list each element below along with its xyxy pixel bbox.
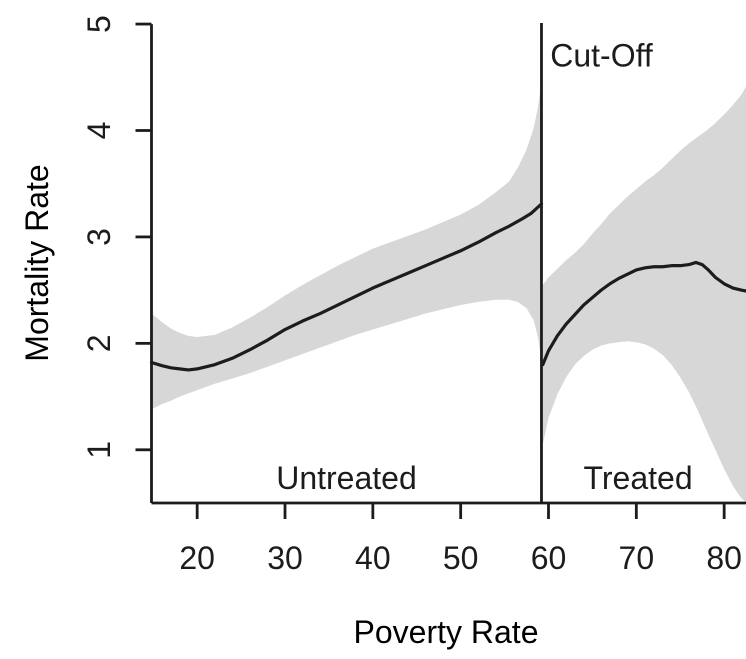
y-axis-title: Mortality Rate (19, 164, 55, 361)
x-tick-label: 70 (619, 540, 655, 576)
y-tick-label: 4 (81, 122, 117, 140)
confidence-bands (151, 82, 746, 503)
y-axis: 1 2 3 4 5 (81, 15, 153, 503)
untreated-fit (149, 202, 544, 372)
x-tick-label: 50 (443, 540, 479, 576)
y-tick-label: 5 (81, 15, 117, 33)
x-axis-title: Poverty Rate (354, 614, 539, 650)
x-axis: 20 30 40 50 60 70 80 (151, 501, 746, 576)
fit-lines (149, 202, 746, 372)
x-tick-label: 60 (531, 540, 567, 576)
region-labels: Cut-Off Untreated Treated (276, 38, 692, 497)
y-tick-label: 1 (81, 441, 117, 459)
y-tick-label: 3 (81, 228, 117, 246)
annotation-treated: Treated (584, 460, 693, 496)
annotation-cut-off: Cut-Off (550, 38, 653, 74)
annotation-untreated: Untreated (276, 460, 417, 496)
y-tick-label: 2 (81, 334, 117, 352)
treated-confidence-band (542, 86, 746, 503)
x-tick-label: 80 (706, 540, 742, 576)
treated-fit (541, 260, 746, 367)
x-tick-label: 40 (355, 540, 391, 576)
untreated-confidence-band (151, 82, 542, 410)
x-tick-label: 30 (267, 540, 303, 576)
x-tick-label: 20 (179, 540, 215, 576)
